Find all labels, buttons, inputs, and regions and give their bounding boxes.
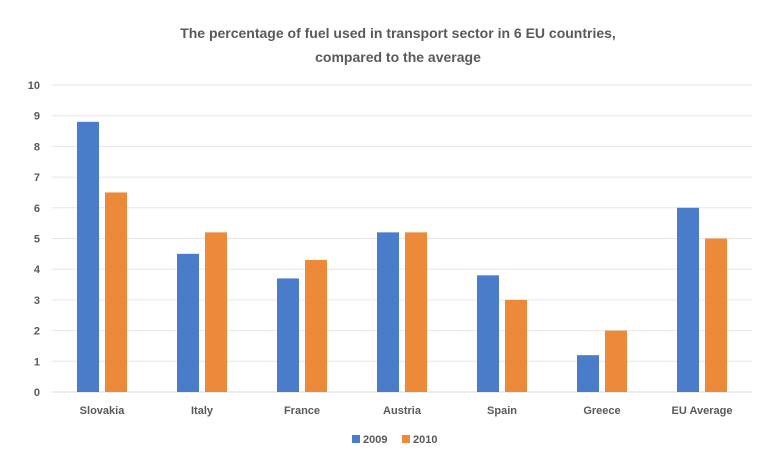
y-tick-label: 6 [34,203,40,215]
y-tick-label: 5 [34,234,40,246]
bar-2010-austria [405,232,427,392]
legend: 2009 2010 [352,434,437,446]
bars [77,121,727,392]
y-tick-label: 2 [34,326,40,338]
y-tick-label: 0 [34,387,40,399]
bar-2009-slovakia [77,121,99,392]
bar-2010-spain [505,299,527,392]
y-tick-label: 9 [34,111,40,123]
legend-label: 2009 [363,434,387,446]
y-axis-ticks: 0 1 2 3 4 5 6 7 8 9 10 [28,80,41,399]
bar-2009-france [277,278,299,392]
x-category-label: Italy [191,405,214,417]
bar-2010-eu-average [705,238,727,392]
y-tick-label: 4 [34,264,41,276]
chart-title-line-2: compared to the average [315,49,481,65]
gridlines [52,84,752,393]
bar-2010-italy [205,232,227,392]
y-tick-label: 8 [34,141,40,153]
bar-2010-greece [605,330,627,392]
bar-2009-italy [177,253,199,392]
y-tick-label: 3 [34,295,40,307]
y-tick-label: 7 [34,172,40,184]
x-category-label: EU Average [672,405,733,417]
x-category-label: France [284,405,320,417]
y-tick-label: 10 [28,80,40,92]
bar-2009-eu-average [677,207,699,392]
legend-swatch-2010 [402,435,410,443]
x-category-label: Slovakia [80,405,126,417]
bar-2009-austria [377,232,399,392]
x-category-label: Spain [487,405,517,417]
x-axis-categories: Slovakia Italy France Austria Spain Greece EU … [80,405,733,417]
legend-swatch-2009 [352,435,360,443]
x-category-label: Austria [383,405,422,417]
legend-label: 2010 [413,434,437,446]
bar-2010-france [305,259,327,392]
x-category-label: Greece [583,405,620,417]
bar-2009-spain [477,275,499,392]
bar-2009-greece [577,355,599,392]
chart-title-line-1: The percentage of fuel used in transport… [180,25,616,41]
bar-2010-slovakia [105,192,127,392]
y-tick-label: 1 [34,356,40,368]
